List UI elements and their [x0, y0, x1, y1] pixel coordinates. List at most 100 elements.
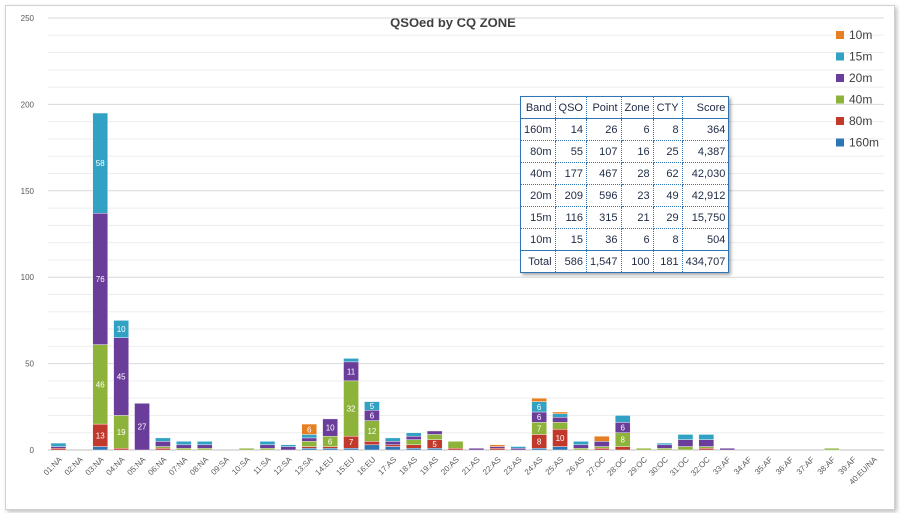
bar-segment [92, 112, 108, 214]
score-cell: 209 [554, 184, 587, 207]
data-label: 6 [307, 425, 312, 434]
score-table: Band QSO Point Zone CTY Score 160m 14 26 6 8 364 80… [520, 96, 730, 273]
score-cell: 29 [652, 206, 683, 229]
score-cell: 21 [620, 206, 654, 229]
bar-segment [301, 434, 317, 439]
legend-swatch [836, 138, 844, 147]
bar-segment [385, 441, 401, 446]
score-table-body: 160m 14 26 6 8 364 80m 55 107 16 25 4,387 40m 177 467 2… [520, 118, 730, 273]
bar-segment [364, 441, 380, 446]
bar-segment [176, 448, 192, 451]
bar-segment [656, 448, 673, 451]
x-tick-label: 33:AF [711, 455, 733, 477]
legend-swatch [836, 31, 844, 39]
bar-segment [113, 320, 129, 338]
x-tick-label: 18:AS [397, 455, 419, 477]
legend-label: 15m [849, 50, 872, 64]
bar-segment [615, 415, 631, 423]
x-tick-label: 21:AS [460, 455, 482, 477]
score-cell: Total [520, 250, 556, 273]
x-tick-label: 14:EU [313, 455, 335, 477]
score-cell: 467 [585, 162, 622, 185]
x-tick-label: 03:NA [84, 455, 107, 478]
bar-segment [635, 448, 652, 451]
bar-segment [155, 448, 171, 451]
bar-segment [197, 441, 213, 446]
bar-segment [594, 435, 610, 442]
bars [50, 112, 840, 451]
x-tick-label: 17:AS [376, 455, 398, 477]
bar-segment [259, 444, 276, 449]
score-header-cell: CTY [652, 96, 683, 119]
bar-segment [385, 437, 401, 442]
x-tick-label: 34:AF [732, 455, 754, 477]
bar-segment [406, 444, 422, 449]
bar-segment [50, 446, 67, 449]
x-tick-label: 35:AF [753, 455, 775, 477]
bar-segment [385, 446, 401, 451]
data-label: 5 [370, 402, 375, 411]
score-cell: 55 [554, 140, 587, 163]
score-cell: 8 [652, 118, 683, 141]
data-label: 11 [347, 367, 356, 376]
bar-segment [698, 439, 715, 447]
data-label: 13 [96, 431, 105, 440]
x-tick-label: 37:AF [795, 455, 817, 477]
score-cell: 15 [554, 228, 587, 251]
bar-segment [552, 411, 568, 414]
score-cell: 364 [681, 118, 730, 141]
bar-segment [385, 444, 401, 447]
bar-segment [426, 434, 443, 440]
bar-segment [197, 448, 213, 451]
bar-segment [343, 448, 359, 451]
bar-segment [155, 446, 171, 449]
bar-segment [489, 446, 506, 449]
bar-segment [364, 401, 380, 411]
data-label: 6 [370, 411, 375, 420]
bar-segment [343, 358, 359, 363]
chart-title: QSOed by CQ ZONE [390, 15, 516, 30]
data-label: 32 [347, 405, 356, 414]
legend-swatch [836, 117, 844, 125]
x-tick-label: 24:AS [523, 455, 545, 477]
y-tick-label: 100 [21, 273, 35, 282]
score-header-cell: Point [585, 96, 622, 119]
score-cell: 40m [520, 162, 556, 185]
legend-label: 80m [849, 114, 872, 128]
score-row: 20m 209 596 23 49 42,912 [520, 184, 730, 207]
score-row: 80m 55 107 16 25 4,387 [520, 140, 730, 163]
y-tick-label: 250 [21, 14, 35, 23]
bar-segment [280, 446, 297, 451]
score-cell: 6 [620, 118, 654, 141]
data-label: 58 [96, 159, 105, 168]
score-cell: 15,750 [681, 206, 730, 229]
y-tick-label: 0 [30, 446, 35, 455]
score-cell: 504 [681, 228, 730, 251]
bar-segment [573, 444, 589, 449]
bar-segment [301, 441, 317, 447]
bar-segment [259, 448, 276, 451]
score-cell: 49 [652, 184, 683, 207]
bar-segment [134, 403, 150, 451]
x-tick-label: 01:NA [42, 455, 65, 478]
bar-segment [176, 441, 192, 446]
score-header-cell: QSO [554, 96, 587, 119]
x-tick-label: 04:NA [104, 455, 127, 478]
bar-segment [301, 448, 317, 451]
score-cell: 42,030 [681, 162, 730, 185]
score-cell: 15m [520, 206, 556, 229]
data-label: 76 [96, 275, 105, 284]
bar-segment [447, 448, 464, 451]
bar-segment [301, 446, 317, 449]
bar-segment [594, 441, 610, 447]
score-table-header: Band QSO Point Zone CTY Score [520, 96, 730, 119]
bar-segment [301, 423, 317, 435]
x-tick-label: 11:SA [252, 455, 274, 477]
score-row: 10m 15 36 6 8 504 [520, 228, 730, 251]
score-cell: 20m [520, 184, 556, 207]
legend-swatch [836, 95, 844, 104]
score-cell: 10m [520, 228, 556, 251]
score-cell: 42,912 [681, 184, 730, 207]
bar-segment [155, 437, 171, 442]
